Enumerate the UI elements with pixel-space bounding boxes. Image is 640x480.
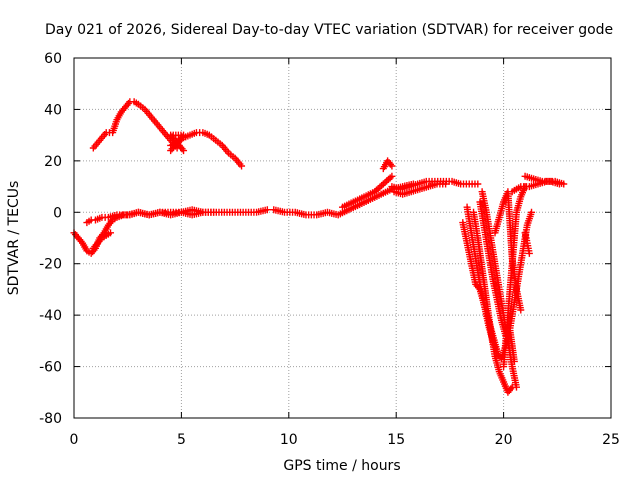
y-tick-label: 60 xyxy=(44,51,62,67)
data-point xyxy=(263,206,271,214)
series-spike-14.6 xyxy=(379,157,396,173)
series-arc-high-1 xyxy=(89,98,181,152)
x-axis-label: GPS time / hours xyxy=(283,458,400,474)
x-tick-label: 0 xyxy=(70,432,79,448)
series-arc-midday-2 xyxy=(339,172,396,211)
y-tick-label: 20 xyxy=(44,154,62,170)
data-point xyxy=(512,383,520,391)
y-tick-label: 40 xyxy=(44,102,62,118)
chart-title: Day 021 of 2026, Sidereal Day-to-day VTE… xyxy=(45,22,613,38)
series-recovery-1 xyxy=(500,183,529,371)
data-point xyxy=(528,208,536,216)
series-dip-3 xyxy=(459,219,501,355)
data-point xyxy=(555,180,563,188)
series-afternoon-plateau-2 xyxy=(390,180,450,198)
axes: 0 5 10 15 20 25 60 40 20 0 -20 -40 -60 -80 xyxy=(39,51,620,448)
x-tick-label: 5 xyxy=(177,432,186,448)
data-point xyxy=(474,180,482,188)
series-arc-near-zero-2 xyxy=(83,208,218,227)
data-point xyxy=(107,229,115,237)
data-point xyxy=(238,162,246,170)
data-points xyxy=(70,98,568,396)
y-axis-label: SDTVAR / TECUs xyxy=(6,181,22,296)
data-point xyxy=(210,208,218,216)
y-tick-label: -40 xyxy=(39,308,62,324)
data-point xyxy=(388,162,396,170)
x-tick-label: 20 xyxy=(495,432,513,448)
data-point xyxy=(493,347,501,355)
y-tick-label: -60 xyxy=(39,360,62,376)
series-recovery-3 xyxy=(491,188,525,314)
x-tick-label: 10 xyxy=(280,432,298,448)
data-point xyxy=(388,172,396,180)
plot-frame xyxy=(73,57,612,419)
data-point xyxy=(517,306,525,314)
series-tail-21 xyxy=(521,229,533,257)
x-tick-label: 25 xyxy=(602,432,620,448)
series-late-plateau-2 xyxy=(521,172,563,188)
series-crossing-4.8 xyxy=(167,131,188,155)
y-tick-label: -80 xyxy=(39,411,62,427)
data-point xyxy=(442,180,450,188)
x-tick-label: 15 xyxy=(387,432,405,448)
y-tick-label: -20 xyxy=(39,257,62,273)
series-small-loop-1.2 xyxy=(89,229,115,252)
data-point xyxy=(525,249,533,257)
y-tick-label: 0 xyxy=(53,205,62,221)
data-point xyxy=(180,147,188,155)
